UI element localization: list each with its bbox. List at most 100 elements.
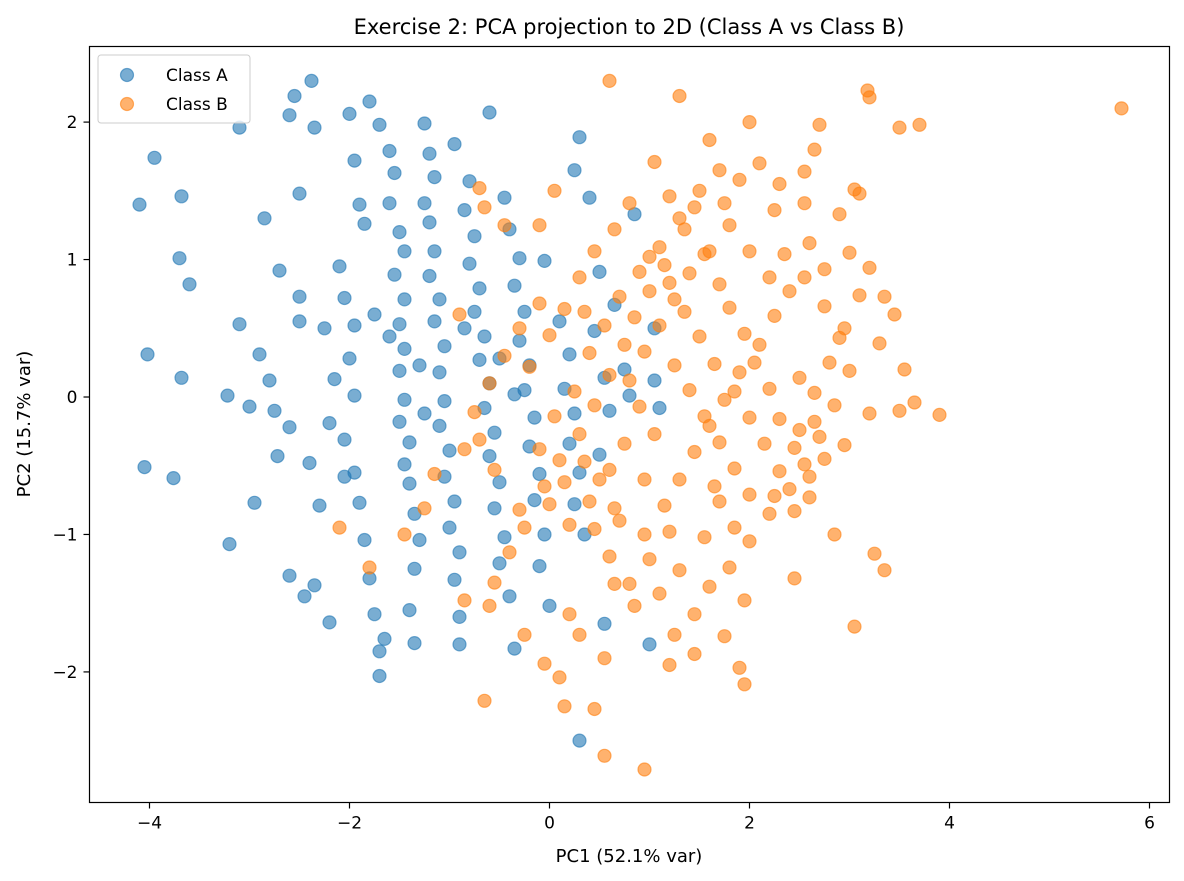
data-point-class-b [577, 304, 592, 319]
data-point-class-b [457, 442, 472, 457]
data-point-class-b [842, 245, 857, 260]
data-point-class-a [372, 668, 387, 684]
data-point-class-a [647, 373, 662, 388]
data-point-class-a [412, 532, 427, 548]
data-point-class-a [367, 607, 382, 622]
data-point-class-b [842, 363, 857, 378]
data-point-class-b [697, 409, 712, 424]
data-point-class-b [782, 482, 797, 497]
data-point-class-b [622, 196, 637, 211]
data-point-class-b [787, 504, 802, 519]
data-point-class-a [507, 278, 522, 293]
data-point-class-b [617, 436, 632, 451]
data-point-class-b [892, 120, 907, 135]
data-point-class-a [392, 317, 407, 332]
data-point-class-a [397, 457, 412, 472]
data-point-class-a [652, 400, 667, 416]
data-point-class-a [432, 418, 447, 433]
data-point-class-b [652, 586, 667, 601]
data-point-class-a [602, 403, 617, 418]
data-point-class-a [347, 388, 362, 403]
data-point-class-a [487, 501, 502, 516]
data-point-class-a [482, 105, 497, 120]
data-point-class-b [707, 356, 722, 372]
data-point-class-b [787, 571, 802, 586]
data-point-class-b [547, 183, 562, 198]
data-point-class-a [462, 174, 477, 189]
data-point-class-a [342, 351, 357, 366]
data-point-class-b [832, 207, 847, 222]
data-point-class-a [382, 143, 397, 159]
data-point-class-b [537, 479, 552, 494]
data-point-class-b [637, 472, 652, 487]
data-point-class-a [477, 329, 492, 344]
data-point-class-b [617, 337, 632, 352]
data-point-class-a [267, 403, 282, 418]
data-point-class-a [427, 314, 442, 329]
data-point-class-b [662, 524, 677, 539]
data-point-class-b [612, 289, 627, 304]
data-point-class-b [862, 260, 877, 275]
legend-label-class-b: Class B [166, 95, 228, 115]
data-point-class-b [607, 501, 622, 516]
data-point-class-a [402, 435, 417, 450]
data-point-class-a [417, 116, 432, 131]
data-point-class-b [597, 318, 612, 333]
data-point-class-b [767, 203, 782, 218]
data-point-class-b [702, 244, 717, 259]
data-point-class-a [372, 644, 387, 659]
data-point-class-a [642, 637, 657, 652]
data-point-class-b [862, 406, 877, 421]
data-point-class-b [587, 398, 602, 413]
data-point-class-b [557, 699, 572, 714]
data-point-class-b [707, 479, 722, 494]
y-tick-label: 1 [67, 251, 78, 271]
data-point-class-b [667, 627, 682, 642]
data-point-class-b [642, 284, 657, 299]
y-tick-label: −1 [52, 525, 77, 545]
data-point-class-b [647, 427, 662, 442]
data-point-class-b [832, 330, 847, 345]
data-point-class-a [337, 469, 352, 484]
data-point-class-b [417, 501, 432, 516]
data-point-class-a [337, 432, 352, 447]
data-point-class-a [247, 495, 262, 510]
data-point-class-a [417, 406, 432, 421]
data-point-class-a [517, 304, 532, 319]
data-point-class-a [572, 733, 587, 748]
data-point-class-a [512, 251, 527, 266]
data-point-class-a [532, 558, 547, 574]
data-point-class-b [682, 266, 697, 281]
data-point-class-b [682, 383, 697, 398]
data-point-class-b [547, 409, 562, 424]
data-point-class-b [537, 656, 552, 671]
x-tick-label: 4 [944, 814, 955, 834]
data-point-class-b [657, 498, 672, 513]
data-point-class-b [797, 457, 812, 472]
data-point-class-b [582, 345, 597, 361]
legend-marker-class-a [119, 67, 135, 83]
data-point-class-b [552, 453, 567, 468]
data-point-class-b [897, 362, 912, 377]
data-point-class-a [262, 373, 277, 388]
data-point-class-b [797, 164, 812, 179]
data-point-class-b [792, 422, 807, 438]
data-point-class-b [627, 310, 642, 325]
data-point-class-a [437, 394, 452, 409]
data-point-class-b [642, 552, 657, 567]
data-point-class-a [222, 536, 237, 552]
x-tick-label: 2 [744, 814, 755, 834]
data-point-class-a [147, 150, 162, 165]
data-point-class-a [382, 329, 397, 344]
data-point-class-b [1114, 101, 1129, 116]
data-point-class-a [312, 498, 327, 513]
y-tick-label: 2 [67, 113, 78, 133]
data-point-class-b [662, 275, 677, 290]
data-point-class-b [722, 218, 737, 233]
data-point-class-b [717, 196, 732, 211]
data-point-class-b [587, 521, 602, 537]
data-point-class-a [232, 317, 247, 332]
data-point-class-b [797, 270, 812, 285]
data-point-class-b [772, 411, 787, 427]
data-point-class-b [627, 598, 642, 614]
